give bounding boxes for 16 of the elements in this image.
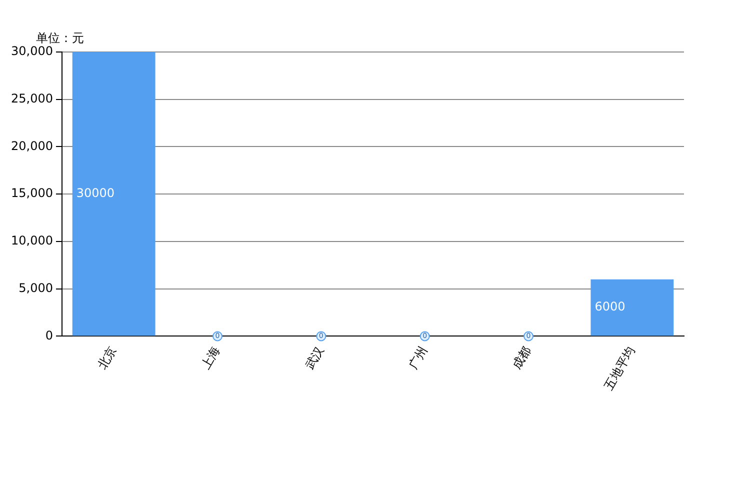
y-tick-label: 0 bbox=[45, 328, 53, 342]
x-tick-label: 北京 bbox=[95, 344, 120, 372]
x-tick-label: 上海 bbox=[198, 344, 223, 372]
y-tick-label: 10,000 bbox=[10, 234, 53, 248]
x-tick-label: 五地平均 bbox=[601, 344, 638, 392]
x-tick-label: 武汉 bbox=[302, 344, 326, 372]
y-tick-label: 5,000 bbox=[18, 280, 53, 295]
data-label: 30000 bbox=[76, 186, 115, 200]
y-tick-label: 20,000 bbox=[10, 138, 53, 153]
x-tick-label: 成都 bbox=[510, 344, 534, 372]
data-label: 6000 bbox=[594, 300, 626, 314]
y-tick-label: 15,000 bbox=[10, 186, 53, 200]
y-tick-label: 30,000 bbox=[10, 44, 53, 58]
x-tick-label: 广州 bbox=[406, 344, 430, 372]
y-tick-label: 25,000 bbox=[10, 91, 53, 106]
y-axis-title: 单位：元 bbox=[36, 31, 84, 46]
